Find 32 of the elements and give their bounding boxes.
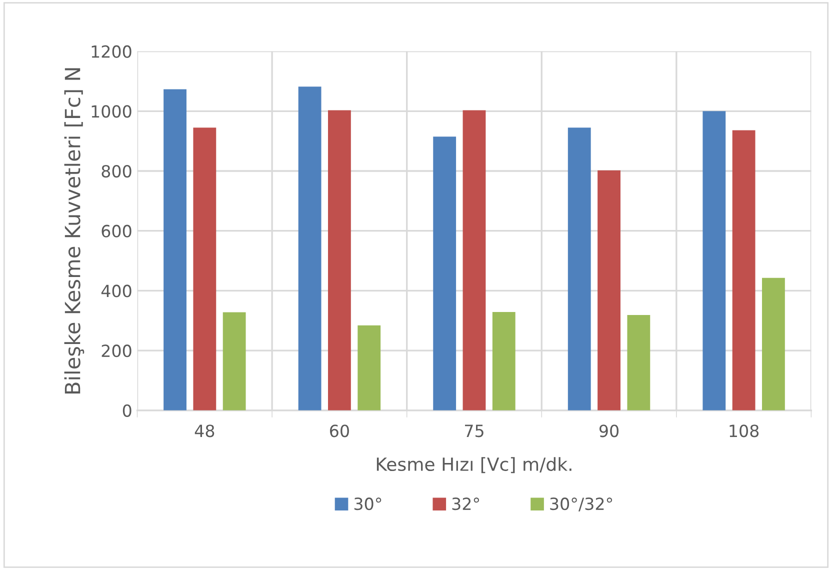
x-tick-label: 108 (730, 424, 759, 438)
bar (627, 314, 650, 410)
bar (492, 312, 516, 410)
x-tick-label: 90 (599, 424, 619, 438)
y-axis-title: Bileşke Kesme Kuvvetleri [Fc] N (64, 68, 84, 394)
bar (732, 130, 756, 410)
bar (164, 89, 186, 410)
bar (762, 278, 785, 410)
y-tick-label: 400 (101, 284, 132, 298)
x-tick-label: 60 (330, 424, 349, 438)
x-tick-label: 48 (194, 424, 214, 438)
bar (328, 110, 351, 410)
x-axis-title: Kesme Hızı [Vc] m/dk. (376, 457, 572, 474)
y-tick-label: 0 (122, 404, 132, 417)
bar (433, 136, 456, 410)
bar (358, 325, 381, 410)
legend-label: 32° (452, 498, 480, 510)
bar (568, 128, 591, 410)
x-tick-label: 75 (465, 424, 484, 438)
bar (298, 86, 322, 410)
bar (702, 111, 726, 410)
bar (193, 128, 216, 410)
bar (598, 170, 620, 410)
bar (462, 110, 486, 410)
y-tick-label: 200 (102, 344, 132, 358)
legend-label: 30° (354, 498, 382, 510)
y-tick-label: 600 (102, 224, 132, 238)
legend-label: 30°/32° (550, 498, 612, 512)
bar (222, 312, 246, 410)
y-tick-label: 800 (102, 164, 132, 178)
y-tick-label: 1200 (92, 45, 132, 58)
y-tick-label: 1000 (92, 105, 132, 118)
